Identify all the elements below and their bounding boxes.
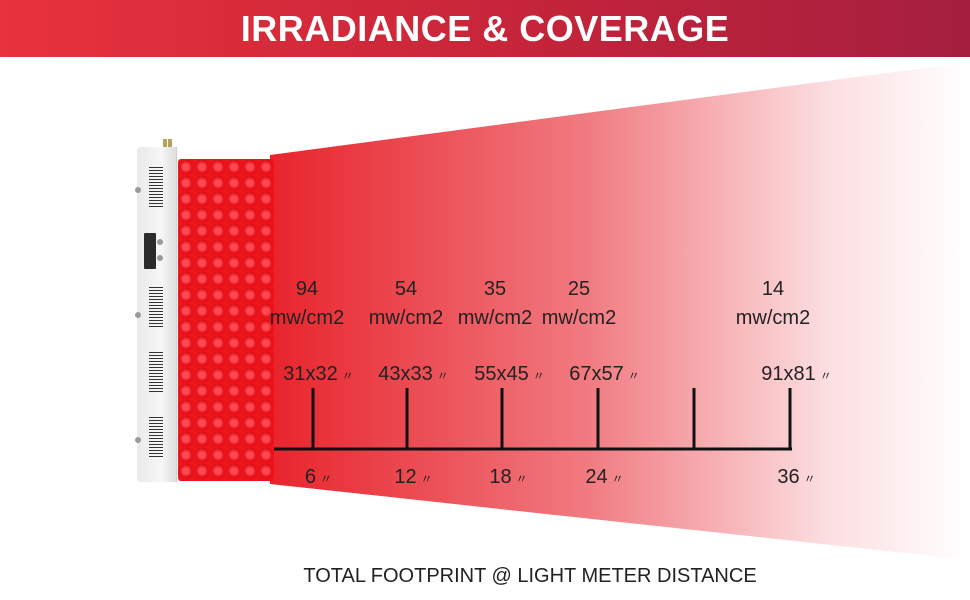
inch-mark: 〃 (320, 472, 332, 486)
terminal (168, 139, 172, 147)
inch-mark: 〃 (341, 369, 354, 383)
irradiance-unit: mw/cm2 (457, 307, 533, 329)
coverage-label: 43x33 〃 (378, 363, 449, 386)
irradiance-label: 25 mw/cm2 (534, 275, 624, 333)
irradiance-unit: mw/cm2 (541, 307, 617, 329)
irradiance-value: 94 (295, 278, 319, 300)
inch-mark: 〃 (515, 472, 528, 486)
irradiance-value: 25 (567, 278, 591, 300)
coverage-label: 55x45 〃 (474, 363, 545, 386)
inch-mark: 〃 (611, 472, 624, 486)
distance-ruler (257, 388, 792, 451)
inch-mark: 〃 (627, 369, 640, 383)
vent-grille (149, 417, 163, 457)
irradiance-label: 14 mw/cm2 (728, 275, 818, 333)
inch-mark: 〃 (819, 369, 832, 383)
distance-label: 36 〃 (777, 466, 816, 489)
distance-label: 24 〃 (585, 466, 624, 489)
coverage-value: 31x32 (283, 363, 338, 385)
title-banner: IRRADIANCE & COVERAGE (0, 0, 970, 57)
irradiance-unit: mw/cm2 (735, 307, 811, 329)
led-light-panel (135, 139, 277, 482)
irradiance-value: 54 (394, 278, 418, 300)
irradiance-label: 35 mw/cm2 (450, 275, 540, 333)
coverage-label: 31x32 〃 (283, 363, 354, 386)
coverage-value: 43x33 (378, 363, 433, 385)
inch-mark: 〃 (420, 472, 433, 486)
coverage-value: 67x57 (569, 363, 624, 385)
distance-value: 24 (585, 466, 608, 488)
led-array (178, 159, 274, 481)
distance-label: 6 〃 (304, 466, 332, 489)
digital-display (144, 233, 156, 269)
irradiance-unit: mw/cm2 (269, 307, 345, 329)
mount-screw (135, 437, 141, 443)
distance-value: 6 (304, 466, 317, 488)
inch-mark: 〃 (532, 369, 545, 383)
inch-mark: 〃 (803, 472, 816, 486)
device-housing (135, 147, 177, 482)
mount-screw (135, 187, 141, 193)
irradiance-label: 94 mw/cm2 (262, 275, 352, 333)
irradiance-value: 14 (761, 278, 785, 300)
beam-cone (270, 62, 970, 560)
terminal (163, 139, 167, 147)
irradiance-unit: mw/cm2 (368, 307, 444, 329)
coverage-value: 55x45 (474, 363, 529, 385)
coverage-label: 91x81 〃 (761, 363, 832, 386)
control-knob (157, 239, 163, 245)
vent-grille (149, 352, 163, 392)
irradiance-value: 35 (483, 278, 507, 300)
vent-grille (149, 167, 163, 207)
distance-value: 18 (489, 466, 512, 488)
distance-label: 12 〃 (394, 466, 433, 489)
inch-mark: 〃 (436, 369, 449, 383)
distance-value: 12 (394, 466, 417, 488)
vent-grille (149, 287, 163, 327)
coverage-label: 67x57 〃 (569, 363, 640, 386)
distance-label: 18 〃 (489, 466, 528, 489)
distance-value: 36 (777, 466, 800, 488)
control-knob (157, 255, 163, 261)
mount-screw (135, 312, 141, 318)
page-title: IRRADIANCE & COVERAGE (240, 7, 730, 49)
irradiance-label: 54 mw/cm2 (361, 275, 451, 333)
coverage-value: 91x81 (761, 363, 816, 385)
footer-caption: TOTAL FOOTPRINT @ LIGHT METER DISTANCE (303, 565, 757, 587)
